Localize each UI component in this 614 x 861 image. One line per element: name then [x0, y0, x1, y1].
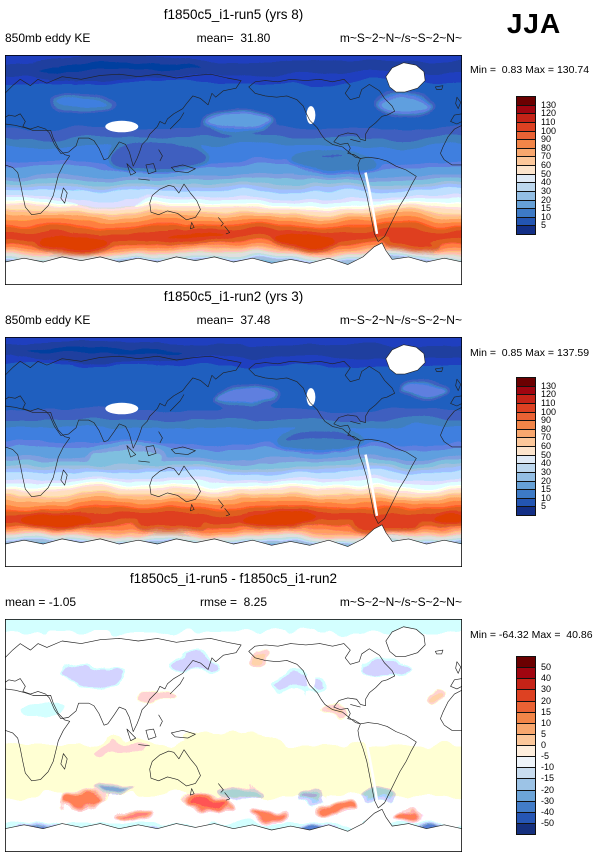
panel3-stat-row: mean = -1.05 rmse = 8.25 m~S~2~N~/s~S~2~…	[5, 595, 462, 609]
colorbar-tick-label: 80	[541, 142, 552, 153]
colorbar-tick-label: 40	[541, 458, 552, 469]
colorbar-tick-label: 60	[541, 160, 552, 171]
colorbar-cell	[516, 225, 536, 235]
colorbar-tick-label: 50	[541, 662, 552, 673]
colorbar-tick-label: -40	[541, 806, 555, 817]
colorbar-tick-label: 30	[541, 684, 552, 695]
panel1-mean-value: mean= 31.80	[196, 31, 271, 45]
panel2-world-contour-map	[5, 337, 462, 567]
panel2-stat-row: 850mb eddy KE mean= 37.48 m~S~2~N~/s~S~2…	[5, 313, 462, 327]
panel3-units-label: m~S~2~N~/s~S~2~N~	[339, 595, 462, 609]
panel3-difference-contour-map	[5, 619, 462, 852]
colorbar-tick-label: 30	[541, 466, 552, 477]
panel2-field-label: 850mb eddy KE	[5, 313, 91, 327]
colorbar-tick-label: 80	[541, 423, 552, 434]
colorbar-tick-label: 15	[541, 484, 552, 495]
panel1-world-contour-map	[5, 55, 462, 285]
panel2-map	[5, 337, 462, 567]
colorbar-cell	[516, 506, 536, 516]
panel1-stat-row: 850mb eddy KE mean= 31.80 m~S~2~N~/s~S~2…	[5, 31, 462, 45]
panel3-colorbar: 50 40 30 20 15 10 5 0 -5 -10 -15 -20 -30 -40 -50	[516, 656, 554, 835]
panel1-colorbar: 130 120 110 100 90 80 70 60 50 40 30 20 15 10 5	[516, 96, 556, 235]
colorbar-tick-label: 0	[541, 740, 547, 751]
colorbar-tick-label: 110	[541, 397, 556, 408]
colorbar-tick-label: 100	[541, 406, 557, 417]
panel3-mean-value: mean = -1.05	[5, 595, 77, 609]
colorbar-tick-label: 100	[541, 125, 557, 136]
colorbar-tick-label: 50	[541, 168, 552, 179]
colorbar-tick-label: 10	[541, 492, 552, 503]
panel2-minmax: Min = 0.85 Max = 137.59	[470, 347, 590, 359]
colorbar-cell	[516, 822, 536, 835]
colorbar-tick-label: 120	[541, 389, 557, 400]
colorbar-tick-label: -50	[541, 817, 555, 828]
colorbar-tick-label: 20	[541, 475, 552, 486]
colorbar-tick-label: 130	[541, 99, 557, 110]
colorbar-tick-label: 40	[541, 673, 552, 684]
panel3-minmax: Min = -64.32 Max = 40.86	[470, 629, 593, 641]
panel2-colorbar: 130 120 110 100 90 80 70 60 50 40 30 20 15 10 5	[516, 377, 556, 516]
panel1-map	[5, 55, 462, 285]
colorbar-tick-label: 130	[541, 380, 557, 391]
colorbar-tick-label: 5	[541, 728, 547, 739]
colorbar-tick-label: 110	[541, 116, 556, 127]
colorbar-tick-label: 5	[541, 501, 547, 512]
colorbar-tick-label: 15	[541, 706, 552, 717]
colorbar-tick-label: -10	[541, 762, 555, 773]
colorbar-tick-label: -20	[541, 784, 555, 795]
panel1-minmax: Min = 0.83 Max = 130.74	[470, 64, 590, 76]
panel1-field-label: 850mb eddy KE	[5, 31, 91, 45]
panel2-units-label: m~S~2~N~/s~S~2~N~	[339, 313, 462, 327]
colorbar-tick-label: 90	[541, 415, 552, 426]
colorbar-tick-label: 15	[541, 203, 552, 214]
colorbar-tick-label: 60	[541, 441, 552, 452]
colorbar-tick-label: -5	[541, 751, 550, 762]
colorbar-tick-label: 30	[541, 185, 552, 196]
colorbar-tick-label: 10	[541, 717, 552, 728]
colorbar-tick-label: -15	[541, 773, 555, 784]
panel3-rmse-value: rmse = 8.25	[199, 595, 267, 609]
colorbar-tick-label: 40	[541, 177, 552, 188]
colorbar-tick-label: 5	[541, 220, 547, 231]
panel3-map	[5, 619, 462, 852]
colorbar-tick-label: 120	[541, 108, 557, 119]
panel3-title: f1850c5_i1-run5 - f1850c5_i1-run2	[129, 571, 338, 586]
colorbar-tick-label: -30	[541, 795, 555, 806]
colorbar-tick-label: 50	[541, 449, 552, 460]
colorbar-tick-label: 70	[541, 432, 552, 443]
panel1-title: f1850c5_i1-run5 (yrs 8)	[163, 7, 304, 22]
season-title: JJA	[506, 8, 562, 39]
panel2-mean-value: mean= 37.48	[196, 313, 271, 327]
colorbar-tick-label: 10	[541, 211, 552, 222]
colorbar-tick-label: 20	[541, 695, 552, 706]
colorbar-tick-label: 90	[541, 134, 552, 145]
colorbar-tick-label: 20	[541, 194, 552, 205]
panel1-units-label: m~S~2~N~/s~S~2~N~	[339, 31, 462, 45]
colorbar-tick-label: 70	[541, 151, 552, 162]
panel2-title: f1850c5_i1-run2 (yrs 3)	[163, 289, 304, 304]
